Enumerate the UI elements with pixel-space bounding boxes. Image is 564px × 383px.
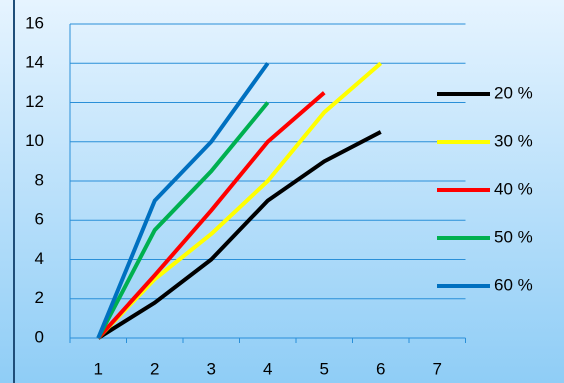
y-tick-label: 6 (35, 210, 44, 229)
legend-label: 60 % (494, 275, 533, 294)
x-tick-label: 6 (376, 359, 385, 378)
y-tick-label: 14 (25, 53, 44, 72)
y-tick-label: 8 (35, 170, 44, 189)
y-tick-label: 2 (35, 288, 44, 307)
legend-label: 50 % (494, 227, 533, 246)
x-tick-label: 7 (433, 359, 442, 378)
y-tick-label: 12 (25, 92, 44, 111)
y-tick-label: 0 (35, 327, 44, 346)
x-tick-label: 2 (150, 359, 159, 378)
x-tick-label: 3 (207, 359, 216, 378)
x-tick-label: 5 (320, 359, 329, 378)
series-line (96, 61, 383, 340)
series-line (97, 130, 382, 340)
series-line (96, 101, 270, 339)
x-tick-label: 1 (94, 359, 103, 378)
y-tick-label: 16 (25, 13, 44, 32)
y-tick-label: 10 (25, 131, 44, 150)
x-tick-label: 4 (263, 359, 272, 378)
y-tick-label: 4 (35, 249, 44, 268)
series-line (96, 62, 270, 339)
legend-label: 20 % (494, 83, 533, 102)
legend-label: 40 % (494, 179, 533, 198)
legend-label: 30 % (494, 131, 533, 150)
series-line (96, 91, 326, 340)
